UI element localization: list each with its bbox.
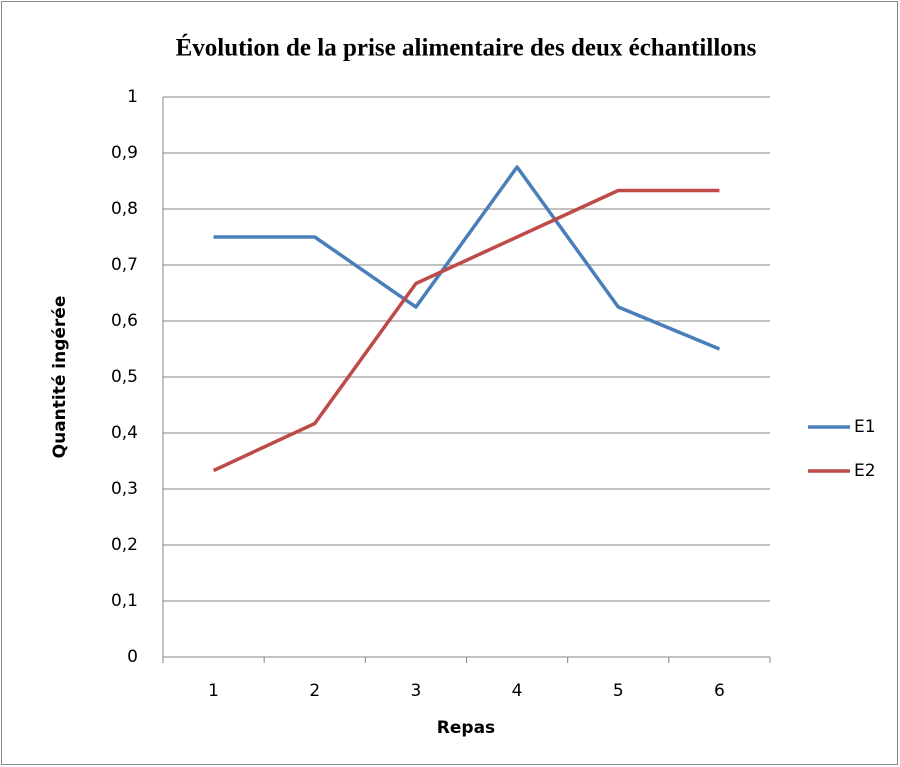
legend-label: E1 <box>854 417 876 437</box>
y-tick-label: 0,3 <box>111 479 138 499</box>
y-tick-label: 1 <box>127 87 138 107</box>
legend-label: E2 <box>854 461 876 481</box>
series-line <box>213 165 721 351</box>
y-tick-label: 0,7 <box>111 255 138 275</box>
x-tick-label: 6 <box>714 681 725 701</box>
y-axis-title: Quantité ingérée <box>50 296 70 459</box>
y-tick-label: 0,9 <box>111 143 138 163</box>
x-axis-title: Repas <box>437 718 495 738</box>
y-tick-label: 0,2 <box>111 535 138 555</box>
x-tick-label: 5 <box>613 681 624 701</box>
x-tick-label: 2 <box>309 681 320 701</box>
x-tick-label: 3 <box>411 681 422 701</box>
y-tick-label: 0,4 <box>111 423 138 443</box>
y-tick-label: 0 <box>127 647 138 667</box>
y-tick-label: 0,6 <box>111 311 138 331</box>
x-tick-label: 4 <box>512 681 523 701</box>
y-tick-label: 0,1 <box>111 591 138 611</box>
y-tick-label: 0,5 <box>111 367 138 387</box>
y-tick-label: 0,8 <box>111 199 138 219</box>
x-tick-label: 1 <box>208 681 219 701</box>
chart-title: Évolution de la prise alimentaire des de… <box>176 34 757 62</box>
series-line <box>212 188 720 473</box>
